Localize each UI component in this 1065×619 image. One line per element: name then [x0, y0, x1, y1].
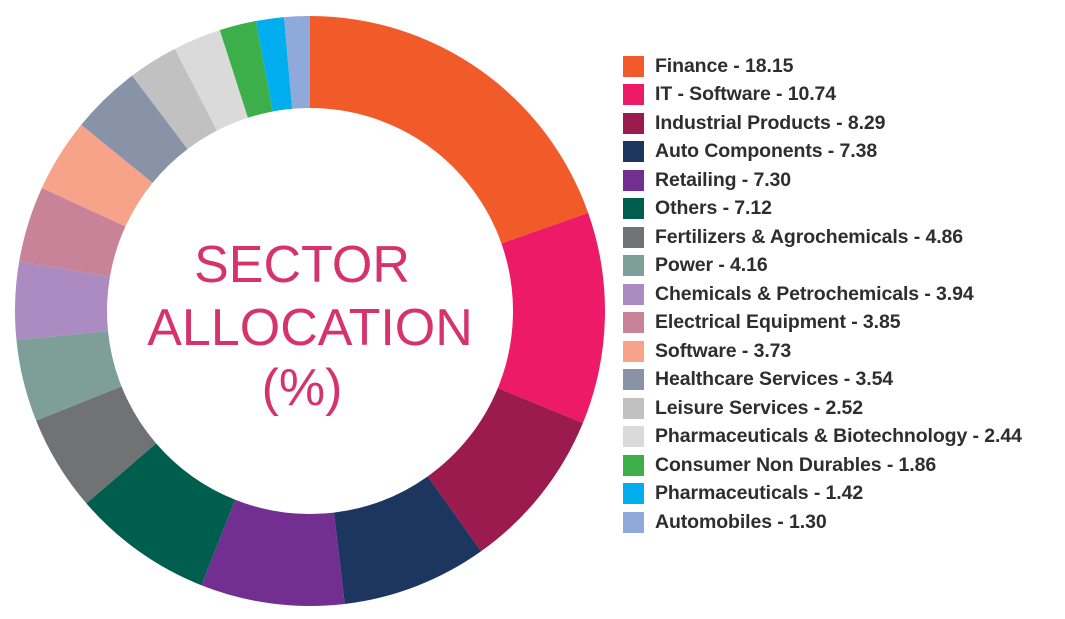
legend-swatch	[623, 454, 644, 476]
legend-label: Consumer Non Durables - 1.86	[655, 453, 937, 476]
donut-slice-13	[174, 30, 248, 131]
legend-item: Pharmaceuticals - 1.42	[623, 480, 1022, 509]
legend-swatch	[623, 483, 644, 505]
legend-item: Finance - 18.15	[623, 52, 1022, 81]
legend-label: IT - Software - 10.74	[655, 83, 837, 106]
legend-swatch	[623, 426, 644, 448]
donut-slice-12	[132, 48, 217, 150]
legend-swatch	[623, 169, 644, 191]
legend-item: Power - 4.16	[623, 252, 1022, 281]
donut-slice-11	[81, 75, 188, 183]
legend-item: Software - 3.73	[623, 337, 1022, 366]
donut-chart: SECTOR ALLOCATION (%)	[15, 16, 605, 606]
legend-swatch	[623, 198, 644, 220]
donut-slice-0	[310, 16, 589, 244]
legend-label: Pharmaceuticals & Biotechnology - 2.44	[655, 425, 1022, 448]
donut-slice-7	[16, 330, 122, 421]
legend-label: Auto Components - 7.38	[655, 140, 878, 163]
chart-title-line-3: (%)	[262, 359, 343, 417]
donut-slice-14	[219, 21, 273, 118]
legend-label: Chemicals & Petrochemicals - 3.94	[655, 282, 974, 305]
legend-swatch	[623, 369, 644, 391]
donut-slice-1	[497, 212, 605, 424]
legend-item: IT - Software - 10.74	[623, 81, 1022, 110]
chart-legend: Finance - 18.15 IT - Software - 10.74 Indu…	[623, 52, 1022, 537]
chart-title-line-2: ALLOCATION	[147, 299, 473, 357]
legend-label: Pharmaceuticals - 1.42	[655, 482, 864, 505]
legend-swatch	[623, 112, 644, 134]
donut-slice-15	[255, 17, 293, 112]
donut-slice-6	[36, 386, 157, 504]
donut-slice-2	[427, 388, 583, 552]
legend-label: Leisure Services - 2.52	[655, 396, 864, 419]
donut-slice-9	[19, 187, 126, 277]
legend-item: Fertilizers & Agrochemicals - 4.86	[623, 223, 1022, 252]
legend-item: Auto Components - 7.38	[623, 138, 1022, 167]
legend-swatch	[623, 397, 644, 419]
chart-title-line-1: SECTOR	[194, 236, 410, 294]
legend-label: Retailing - 7.30	[655, 168, 792, 191]
legend-item: Retailing - 7.30	[623, 166, 1022, 195]
legend-swatch	[623, 226, 644, 248]
donut-slice-8	[15, 261, 110, 340]
donut-slice-4	[201, 499, 345, 606]
donut-slices	[15, 16, 605, 606]
legend-label: Electrical Equipment - 3.85	[655, 311, 901, 334]
legend-item: Industrial Products - 8.29	[623, 109, 1022, 138]
legend-swatch	[623, 283, 644, 305]
legend-label: Automobiles - 1.30	[655, 510, 827, 533]
legend-item: Leisure Services - 2.52	[623, 394, 1022, 423]
legend-swatch	[623, 84, 644, 106]
legend-label: Others - 7.12	[655, 197, 772, 220]
legend-item: Pharmaceuticals & Biotechnology - 2.44	[623, 423, 1022, 452]
legend-label: Finance - 18.15	[655, 54, 794, 77]
legend-swatch	[623, 340, 644, 362]
legend-swatch	[623, 511, 644, 533]
legend-item: Consumer Non Durables - 1.86	[623, 451, 1022, 480]
legend-item: Chemicals & Petrochemicals - 3.94	[623, 280, 1022, 309]
legend-item: Others - 7.12	[623, 195, 1022, 224]
legend-label: Fertilizers & Agrochemicals - 4.86	[655, 225, 964, 248]
legend-swatch	[623, 55, 644, 77]
legend-label: Software - 3.73	[655, 339, 792, 362]
donut-slice-10	[41, 124, 153, 227]
legend-item: Healthcare Services - 3.54	[623, 366, 1022, 395]
legend-item: Automobiles - 1.30	[623, 508, 1022, 537]
legend-item: Electrical Equipment - 3.85	[623, 309, 1022, 338]
legend-swatch	[623, 312, 644, 334]
legend-label: Healthcare Services - 3.54	[655, 368, 894, 391]
legend-label: Power - 4.16	[655, 254, 768, 277]
legend-swatch	[623, 255, 644, 277]
donut-slice-3	[333, 476, 482, 604]
legend-label: Industrial Products - 8.29	[655, 111, 886, 134]
donut-slice-16	[284, 16, 310, 109]
legend-swatch	[623, 141, 644, 163]
donut-slice-5	[86, 443, 236, 586]
